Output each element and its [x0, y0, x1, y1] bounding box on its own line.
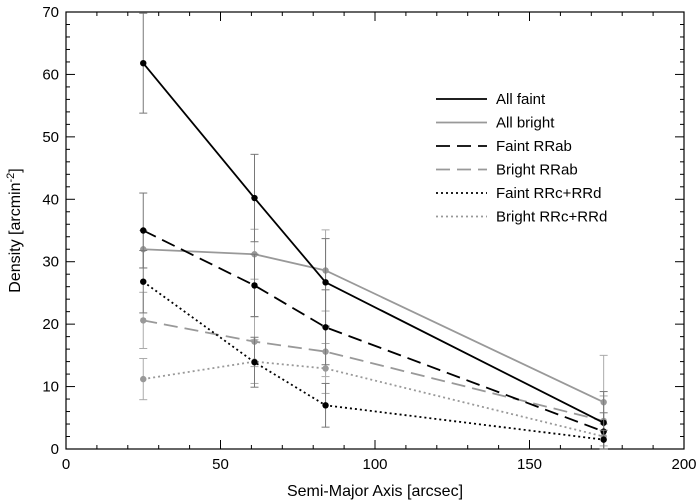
legend-label: All faint — [496, 91, 546, 108]
x-axis-label: Semi-Major Axis [arcsec] — [287, 483, 463, 500]
legend-label: Faint RRc+RRd — [496, 185, 601, 202]
series-bright-rrc-rrd — [139, 339, 608, 450]
series-faint-rrc-rrd — [139, 249, 608, 450]
legend: All faint All bright Faint RRab Bright RRab… — [436, 91, 607, 226]
series-layer — [139, 12, 608, 450]
y-tick-label: 60 — [42, 66, 59, 83]
series-line — [143, 319, 604, 422]
data-point — [251, 194, 258, 202]
y-axis-label-main: Density [arcmin — [7, 182, 24, 292]
plot-frame — [65, 11, 685, 450]
series-faint-rrab — [139, 192, 608, 450]
x-tick-label: 0 — [62, 456, 70, 473]
series-line — [142, 280, 604, 441]
legend-label: Bright RRc+RRd — [496, 209, 607, 226]
data-point — [251, 282, 258, 289]
data-point — [251, 359, 258, 366]
x-tick-label: 50 — [212, 456, 229, 473]
series-line — [142, 62, 605, 424]
data-point — [322, 365, 329, 372]
legend-label: All bright — [496, 115, 555, 132]
data-point — [322, 324, 329, 331]
y-tick-label: 30 — [42, 254, 59, 271]
data-point — [140, 59, 147, 67]
x-tick-label: 150 — [517, 456, 542, 473]
y-tick-label: 50 — [42, 129, 59, 146]
x-tick-label: 100 — [362, 456, 387, 473]
legend-label: Faint RRab — [496, 138, 572, 155]
x-tick-label: 200 — [671, 456, 696, 473]
y-tick-label: 70 — [42, 4, 59, 21]
series-line — [143, 248, 605, 403]
data-point — [322, 279, 329, 286]
y-axis-label: Density [arcmin-2] — [5, 168, 24, 292]
y-tick-label: 40 — [42, 191, 59, 208]
series-all-bright — [139, 228, 608, 450]
series-all-faint — [139, 12, 608, 450]
axis-ticks — [65, 11, 685, 450]
y-tick-label: 0 — [51, 441, 59, 458]
y-axis-label-exponent: -2 — [5, 173, 17, 183]
y-tick-label: 10 — [42, 379, 59, 396]
data-point — [322, 402, 329, 409]
series-bright-rrab — [139, 291, 608, 447]
data-point — [140, 278, 147, 285]
y-tick-label: 20 — [42, 316, 59, 333]
tick-labels: 0 50 100 150 200 0 10 20 30 40 50 60 70 — [42, 4, 696, 473]
series-line — [142, 229, 604, 433]
data-point — [140, 227, 147, 234]
y-axis-label-end: ] — [7, 168, 24, 172]
data-point — [140, 317, 147, 324]
series-line — [143, 360, 604, 438]
legend-label: Bright RRab — [496, 162, 578, 179]
data-point — [140, 375, 147, 383]
data-point — [600, 436, 607, 443]
